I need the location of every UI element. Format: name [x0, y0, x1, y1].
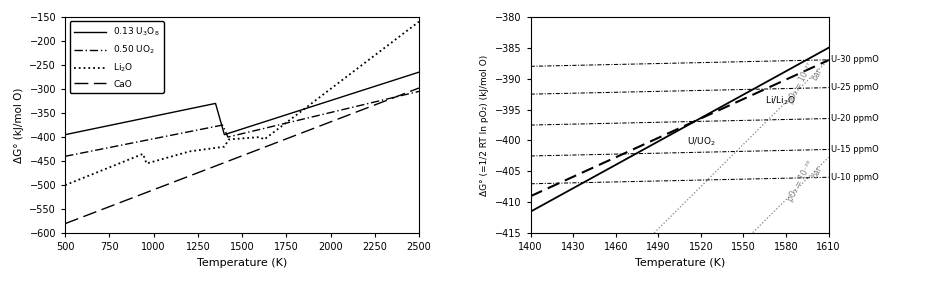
- Text: pO₂ = 10⁻²⁸
bar: pO₂ = 10⁻²⁸ bar: [786, 159, 824, 208]
- Text: pO₂ = 10⁻²⁷
bar: pO₂ = 10⁻²⁷ bar: [786, 62, 824, 110]
- Text: U-10 ppmO: U-10 ppmO: [831, 173, 879, 182]
- Text: U-15 ppmO: U-15 ppmO: [831, 145, 879, 154]
- X-axis label: Temperature (K): Temperature (K): [635, 258, 724, 268]
- X-axis label: Temperature (K): Temperature (K): [197, 258, 287, 268]
- Text: U-30 ppmO: U-30 ppmO: [831, 55, 879, 64]
- Text: U/UO$_2$: U/UO$_2$: [687, 136, 716, 148]
- Y-axis label: ΔG° (=1/2 RT ln pO₂) (kJ/mol O): ΔG° (=1/2 RT ln pO₂) (kJ/mol O): [480, 55, 490, 196]
- Legend: 0.13 U$_3$O$_8$, 0.50 UO$_2$, Li$_2$O, CaO: 0.13 U$_3$O$_8$, 0.50 UO$_2$, Li$_2$O, C…: [70, 21, 164, 93]
- Y-axis label: ΔG° (kJ/mol O): ΔG° (kJ/mol O): [14, 87, 24, 163]
- Text: Li/Li$_2$O: Li/Li$_2$O: [764, 94, 796, 107]
- Text: U-25 ppmO: U-25 ppmO: [831, 83, 879, 92]
- Text: U-20 ppmO: U-20 ppmO: [831, 114, 879, 123]
